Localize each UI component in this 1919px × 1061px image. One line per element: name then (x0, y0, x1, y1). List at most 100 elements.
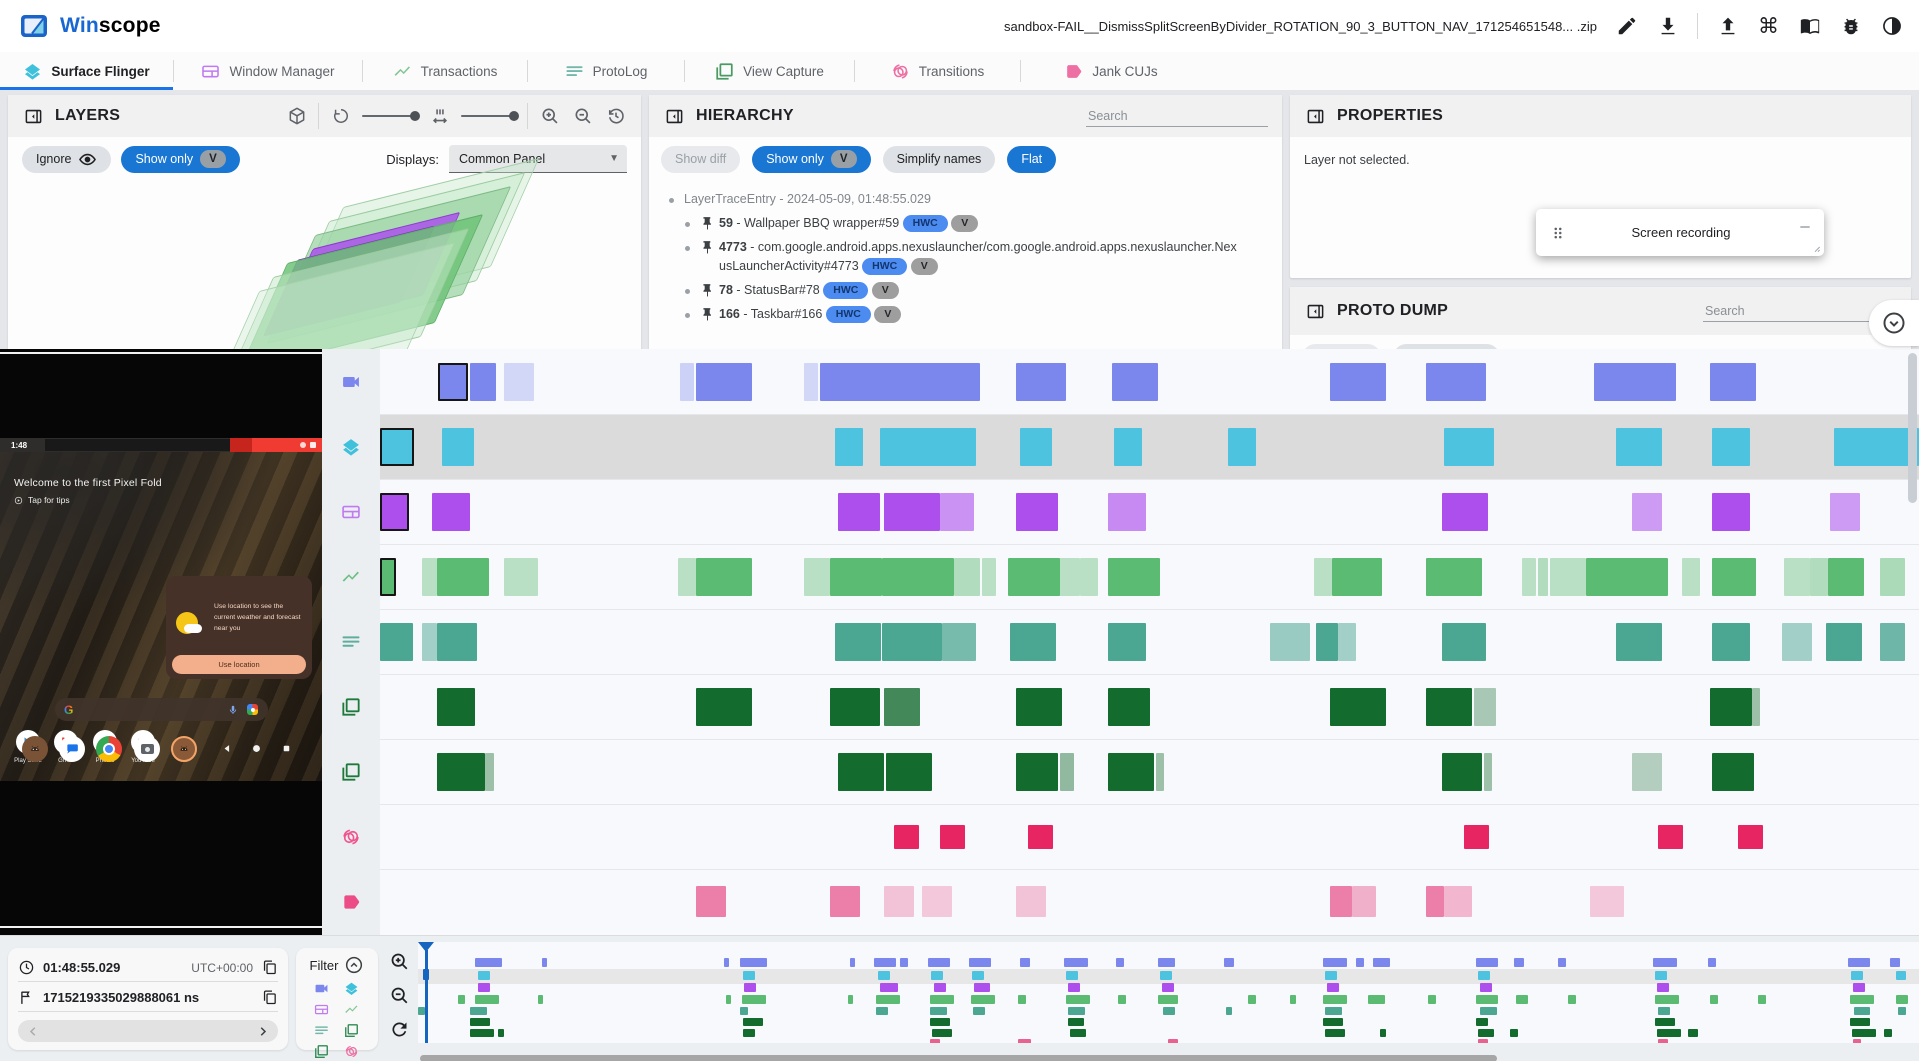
drag-handle-icon[interactable] (1546, 221, 1569, 244)
timeline-block-transactions[interactable] (1522, 557, 1536, 596)
slider-control[interactable] (362, 111, 420, 121)
timeline-block-transactions[interactable] (1586, 557, 1668, 596)
filter-header[interactable]: Filter (296, 948, 378, 975)
timeline-block-window-manager[interactable] (1830, 492, 1860, 531)
timeline-block-transactions[interactable] (422, 557, 437, 596)
timeline-block-transitions[interactable] (940, 824, 965, 849)
timeline-block-view-capture-2[interactable] (1060, 752, 1074, 791)
timeline-block-transactions[interactable] (1810, 557, 1828, 596)
timeline-block-protolog[interactable] (1880, 622, 1905, 661)
timeline-block-screen-recording[interactable] (438, 362, 468, 401)
copy-icon[interactable] (261, 989, 278, 1006)
displays-select[interactable]: Common Panel ▼ (449, 145, 627, 173)
timeline-block-surface-flinger[interactable] (880, 427, 976, 466)
timeline-block-screen-recording[interactable] (696, 362, 752, 401)
timeline-block-window-manager[interactable] (1442, 492, 1488, 531)
dock-icon-assistant[interactable] (171, 736, 197, 762)
timeline-block-protolog[interactable] (437, 622, 477, 661)
timeline-block-window-manager[interactable] (884, 492, 940, 531)
collapse-panel-icon[interactable] (22, 105, 45, 128)
timeline-block-screen-recording[interactable] (680, 362, 694, 401)
timeline-block-window-manager[interactable] (1632, 492, 1662, 531)
nav-home-button[interactable] (251, 743, 262, 754)
timeline-block-jank-cujs[interactable] (696, 886, 726, 917)
filter-toggle-web[interactable] (314, 1002, 330, 1017)
timeline-block-view-capture-1[interactable] (696, 687, 752, 726)
timeline-block-view-capture-1[interactable] (1108, 687, 1150, 726)
timeline-block-view-capture-1[interactable] (1426, 687, 1472, 726)
filter-toggle-notes[interactable] (314, 1023, 330, 1038)
show-only-button-layers[interactable]: Show only V (121, 145, 240, 173)
timeline-block-surface-flinger[interactable] (1616, 427, 1662, 466)
lens-icon[interactable] (247, 704, 258, 715)
vertical-scrollbar[interactable] (1908, 353, 1917, 503)
tree-node-root[interactable]: LayerTraceEntry - 2024-05-09, 01:48:55.0… (649, 187, 1282, 211)
timeline-block-transactions[interactable] (1008, 557, 1060, 596)
filter-toggle-videocam[interactable] (314, 981, 330, 996)
timeline-block-screen-recording[interactable] (1112, 362, 1158, 401)
timeline-block-jank-cujs[interactable] (1590, 886, 1624, 917)
layer-spacing-icon[interactable] (428, 105, 451, 128)
timeline-block-view-capture-2[interactable] (1632, 752, 1662, 791)
timeline-block-protolog[interactable] (1712, 622, 1750, 661)
tab-protolog[interactable]: ProtoLog (528, 52, 684, 90)
tab-surface-flinger[interactable]: Surface Flinger (0, 52, 173, 90)
timeline-block-transactions[interactable] (1332, 557, 1382, 596)
timeline-block-view-capture-2[interactable] (1442, 752, 1482, 791)
timeline-block-screen-recording[interactable] (1594, 362, 1676, 401)
screen-recording-preview[interactable]: 1:48 Welcome to the first Pixel Fold Tap… (0, 349, 322, 935)
edit-icon[interactable] (1615, 15, 1638, 38)
timeline-block-transactions[interactable] (1712, 557, 1756, 596)
pin-icon[interactable] (700, 307, 715, 322)
tree-node[interactable]: 166 - Taskbar#166 HWC V (649, 302, 1282, 326)
timeline-block-transactions[interactable] (504, 557, 538, 596)
tab-transactions[interactable]: Transactions (363, 52, 527, 90)
timeline-block-protolog[interactable] (1010, 622, 1056, 661)
timeline-block-jank-cujs[interactable] (1330, 886, 1352, 917)
timeline-block-window-manager[interactable] (1016, 492, 1058, 531)
timeline-block-surface-flinger[interactable] (1114, 427, 1142, 466)
timeline-block-view-capture-2[interactable] (1108, 752, 1154, 791)
simplify-names-button[interactable]: Simplify names (882, 145, 996, 173)
timeline-block-surface-flinger[interactable] (835, 427, 863, 466)
zoom-in-icon[interactable] (538, 105, 561, 128)
timeline-block-jank-cujs[interactable] (830, 886, 860, 917)
timeline-block-view-capture-2[interactable] (1156, 752, 1164, 791)
timeline-block-transitions[interactable] (1738, 824, 1763, 849)
timeline-block-screen-recording[interactable] (820, 362, 886, 401)
zoom-out-icon[interactable] (388, 984, 411, 1007)
timeline-block-screen-recording[interactable] (1426, 362, 1486, 401)
minimize-icon[interactable] (1793, 215, 1816, 238)
pin-icon[interactable] (700, 240, 715, 255)
timeline-block-transactions[interactable] (1108, 557, 1160, 596)
timeline-block-window-manager[interactable] (380, 492, 409, 531)
nav-recents-button[interactable] (281, 743, 292, 754)
copy-icon[interactable] (261, 959, 278, 976)
timeline-block-surface-flinger[interactable] (1834, 427, 1919, 466)
upload-icon[interactable] (1716, 15, 1739, 38)
filter-toggle-layers[interactable] (344, 981, 360, 996)
show-defaults-button[interactable]: Show defaults (1393, 343, 1500, 349)
timeline-block-protolog[interactable] (942, 622, 976, 661)
timeline-block-view-capture-1[interactable] (1710, 687, 1752, 726)
zoom-out-icon[interactable] (571, 105, 594, 128)
frame-nav-scrollbar[interactable] (18, 1020, 278, 1042)
timeline-block-view-capture-2[interactable] (838, 752, 884, 791)
timeline-block-protolog[interactable] (1270, 622, 1310, 661)
tree-node[interactable]: 4773 - com.google.android.apps.nexuslaun… (649, 235, 1282, 278)
filter-toggle-chart[interactable] (344, 1002, 360, 1017)
timeline-block-transactions[interactable] (804, 557, 830, 596)
timeline-block-screen-recording[interactable] (504, 362, 534, 401)
timeline-block-view-capture-1[interactable] (437, 687, 475, 726)
show-diff-button[interactable]: Show diff (661, 145, 741, 173)
dock-icon-messages[interactable] (59, 736, 85, 762)
timeline-block-view-capture-1[interactable] (1016, 687, 1062, 726)
documentation-icon[interactable] (1798, 15, 1821, 38)
filter-toggle-swirl[interactable] (344, 1044, 360, 1059)
reset-zoom-icon[interactable] (388, 1018, 411, 1041)
timeline-block-transitions[interactable] (1464, 824, 1489, 849)
hierarchy-search-input[interactable] (1086, 105, 1268, 127)
timeline-block-protolog[interactable] (422, 622, 437, 661)
timeline-block-window-manager[interactable] (1108, 492, 1146, 531)
timeline-block-surface-flinger[interactable] (1444, 427, 1494, 466)
